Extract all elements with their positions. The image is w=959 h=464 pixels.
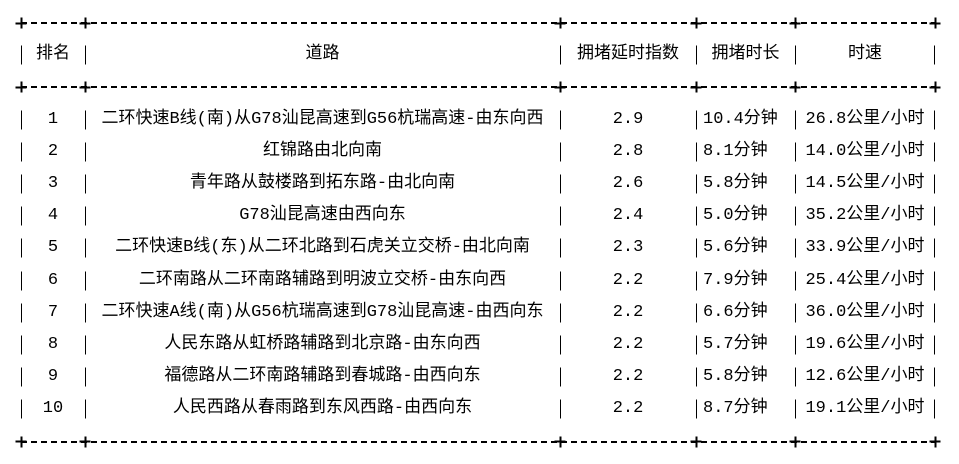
rank-cell: 7 <box>21 297 85 329</box>
rank-cell: 4 <box>21 200 85 232</box>
table-row: 10 人民西路从春雨路到东风西路-由西向东 2.2 8.7分钟 19.1公里/小… <box>21 393 935 425</box>
plus-glyph <box>929 17 941 29</box>
duration-cell: 6.6分钟 <box>696 297 795 329</box>
duration-cell: 5.7分钟 <box>696 329 795 361</box>
table-border-separator <box>15 71 941 103</box>
speed-cell: 12.6公里/小时 <box>795 361 935 393</box>
plus-glyph <box>690 81 702 93</box>
speed-cell: 19.6公里/小时 <box>795 329 935 361</box>
plus-glyph <box>15 436 27 448</box>
delay-index-cell: 2.2 <box>560 329 696 361</box>
duration-cell: 8.1分钟 <box>696 136 795 168</box>
rank-cell: 2 <box>21 136 85 168</box>
rank-cell: 1 <box>21 104 85 136</box>
table-row: 1 二环快速B线(南)从G78汕昆高速到G56杭瑞高速-由东向西 2.9 10.… <box>21 104 935 136</box>
duration-cell: 7.9分钟 <box>696 265 795 297</box>
road-cell: 二环快速B线(东)从二环北路到石虎关立交桥-由北向南 <box>85 232 560 264</box>
table-header-row: 排名 道路 拥堵延时指数 拥堵时长 时速 <box>21 39 935 71</box>
speed-cell: 36.0公里/小时 <box>795 297 935 329</box>
delay-index-cell: 2.9 <box>560 104 696 136</box>
table-row: 3 青年路从鼓楼路到拓东路-由北向南 2.6 5.8分钟 14.5公里/小时 <box>21 168 935 200</box>
road-cell: 青年路从鼓楼路到拓东路-由北向南 <box>85 168 560 200</box>
delay-index-cell: 2.3 <box>560 232 696 264</box>
delay-index-cell: 2.6 <box>560 168 696 200</box>
header-duration: 拥堵时长 <box>696 39 795 71</box>
table-border-top <box>15 7 941 39</box>
road-cell: 红锦路由北向南 <box>85 136 560 168</box>
delay-index-cell: 2.8 <box>560 136 696 168</box>
road-cell: 福德路从二环南路辅路到春城路-由西向东 <box>85 361 560 393</box>
dashed-line <box>21 22 935 25</box>
rank-cell: 8 <box>21 329 85 361</box>
table-row: 7 二环快速A线(南)从G56杭瑞高速到G78汕昆高速-由西向东 2.2 6.6… <box>21 297 935 329</box>
speed-cell: 35.2公里/小时 <box>795 200 935 232</box>
speed-cell: 19.1公里/小时 <box>795 393 935 425</box>
duration-cell: 5.8分钟 <box>696 168 795 200</box>
speed-cell: 25.4公里/小时 <box>795 265 935 297</box>
road-cell: 人民东路从虹桥路辅路到北京路-由东向西 <box>85 329 560 361</box>
speed-cell: 14.0公里/小时 <box>795 136 935 168</box>
duration-cell: 5.6分钟 <box>696 232 795 264</box>
plus-glyph <box>554 81 566 93</box>
delay-index-cell: 2.2 <box>560 361 696 393</box>
header-road: 道路 <box>85 39 560 71</box>
table-row: 9 福德路从二环南路辅路到春城路-由西向东 2.2 5.8分钟 12.6公里/小… <box>21 361 935 393</box>
plus-glyph <box>789 436 801 448</box>
plus-glyph <box>79 17 91 29</box>
header-speed: 时速 <box>795 39 935 71</box>
rank-cell: 9 <box>21 361 85 393</box>
rank-cell: 3 <box>21 168 85 200</box>
rank-cell: 10 <box>21 393 85 425</box>
header-rank: 排名 <box>21 39 85 71</box>
plus-glyph <box>79 81 91 93</box>
speed-cell: 14.5公里/小时 <box>795 168 935 200</box>
table-row: 4 G78汕昆高速由西向东 2.4 5.0分钟 35.2公里/小时 <box>21 200 935 232</box>
delay-index-cell: 2.2 <box>560 393 696 425</box>
delay-index-cell: 2.4 <box>560 200 696 232</box>
plus-glyph <box>79 436 91 448</box>
plus-glyph <box>690 17 702 29</box>
table-row: 2 红锦路由北向南 2.8 8.1分钟 14.0公里/小时 <box>21 136 935 168</box>
road-cell: 二环快速A线(南)从G56杭瑞高速到G78汕昆高速-由西向东 <box>85 297 560 329</box>
table-row: 8 人民东路从虹桥路辅路到北京路-由东向西 2.2 5.7分钟 19.6公里/小… <box>21 329 935 361</box>
table-row: 6 二环南路从二环南路辅路到明波立交桥-由东向西 2.2 7.9分钟 25.4公… <box>21 265 935 297</box>
duration-cell: 8.7分钟 <box>696 393 795 425</box>
table-row: 5 二环快速B线(东)从二环北路到石虎关立交桥-由北向南 2.3 5.6分钟 3… <box>21 232 935 264</box>
plus-glyph <box>929 436 941 448</box>
plus-glyph <box>15 81 27 93</box>
plus-glyph <box>554 436 566 448</box>
duration-cell: 5.8分钟 <box>696 361 795 393</box>
header-delay-index: 拥堵延时指数 <box>560 39 696 71</box>
plus-glyph <box>15 17 27 29</box>
road-cell: 二环南路从二环南路辅路到明波立交桥-由东向西 <box>85 265 560 297</box>
road-cell: 二环快速B线(南)从G78汕昆高速到G56杭瑞高速-由东向西 <box>85 104 560 136</box>
plus-glyph <box>690 436 702 448</box>
road-cell: 人民西路从春雨路到东风西路-由西向东 <box>85 393 560 425</box>
rank-cell: 5 <box>21 232 85 264</box>
road-cell: G78汕昆高速由西向东 <box>85 200 560 232</box>
duration-cell: 10.4分钟 <box>696 104 795 136</box>
delay-index-cell: 2.2 <box>560 265 696 297</box>
duration-cell: 5.0分钟 <box>696 200 795 232</box>
plus-glyph <box>929 81 941 93</box>
dashed-line <box>21 86 935 89</box>
plus-glyph <box>554 17 566 29</box>
table-border-bottom <box>15 425 941 457</box>
speed-cell: 33.9公里/小时 <box>795 232 935 264</box>
delay-index-cell: 2.2 <box>560 297 696 329</box>
speed-cell: 26.8公里/小时 <box>795 104 935 136</box>
dashed-line <box>21 440 935 443</box>
congestion-ranking-table: 排名 道路 拥堵延时指数 拥堵时长 时速 1 二环快速B线(南)从G78汕昆高速… <box>15 7 941 458</box>
plus-glyph <box>789 81 801 93</box>
plus-glyph <box>789 17 801 29</box>
rank-cell: 6 <box>21 265 85 297</box>
